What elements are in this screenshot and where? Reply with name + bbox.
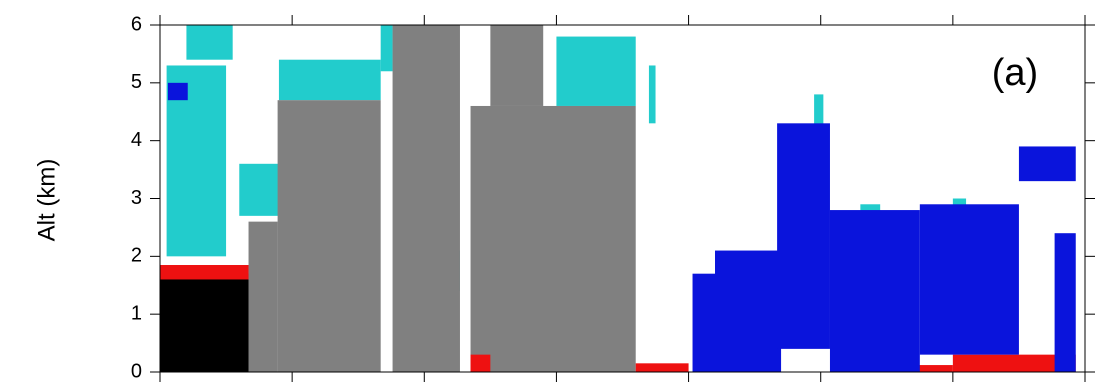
data-region [830,210,920,372]
data-region [777,123,830,349]
y-tick-label: 3 [131,187,142,209]
data-region [649,65,656,123]
data-region [471,106,636,372]
data-region [490,25,543,106]
annotation: (a) [992,52,1038,94]
data-region [471,355,491,372]
y-tick-label: 5 [131,71,142,93]
data-region [160,274,249,372]
y-tick-label: 0 [131,360,142,382]
data-region [693,274,715,372]
chart: Alt (km) 0 1 2 3 4 5 6 (a) [0,0,1119,392]
data-region [556,37,635,106]
data-region [1055,233,1076,372]
data-region [186,25,232,60]
data-region [381,25,393,71]
data-region [168,83,188,100]
data-region [393,25,460,372]
page: {"chart_data": { "type": "curtain", "y_l… [0,0,1119,392]
data-region [1019,146,1076,181]
data-region [636,363,689,372]
data-region [239,164,279,216]
data-region [920,204,1019,354]
data-region [249,222,278,372]
data-region [279,60,381,100]
data-region [715,251,781,372]
y-tick-label: 6 [131,13,142,35]
data-region [278,100,381,372]
y-tick-label: 4 [131,129,142,151]
data-region [160,265,249,279]
y-tick-label: 2 [131,245,142,267]
y-tick-label: 1 [131,302,142,324]
y-axis-label: Alt (km) [33,159,60,242]
